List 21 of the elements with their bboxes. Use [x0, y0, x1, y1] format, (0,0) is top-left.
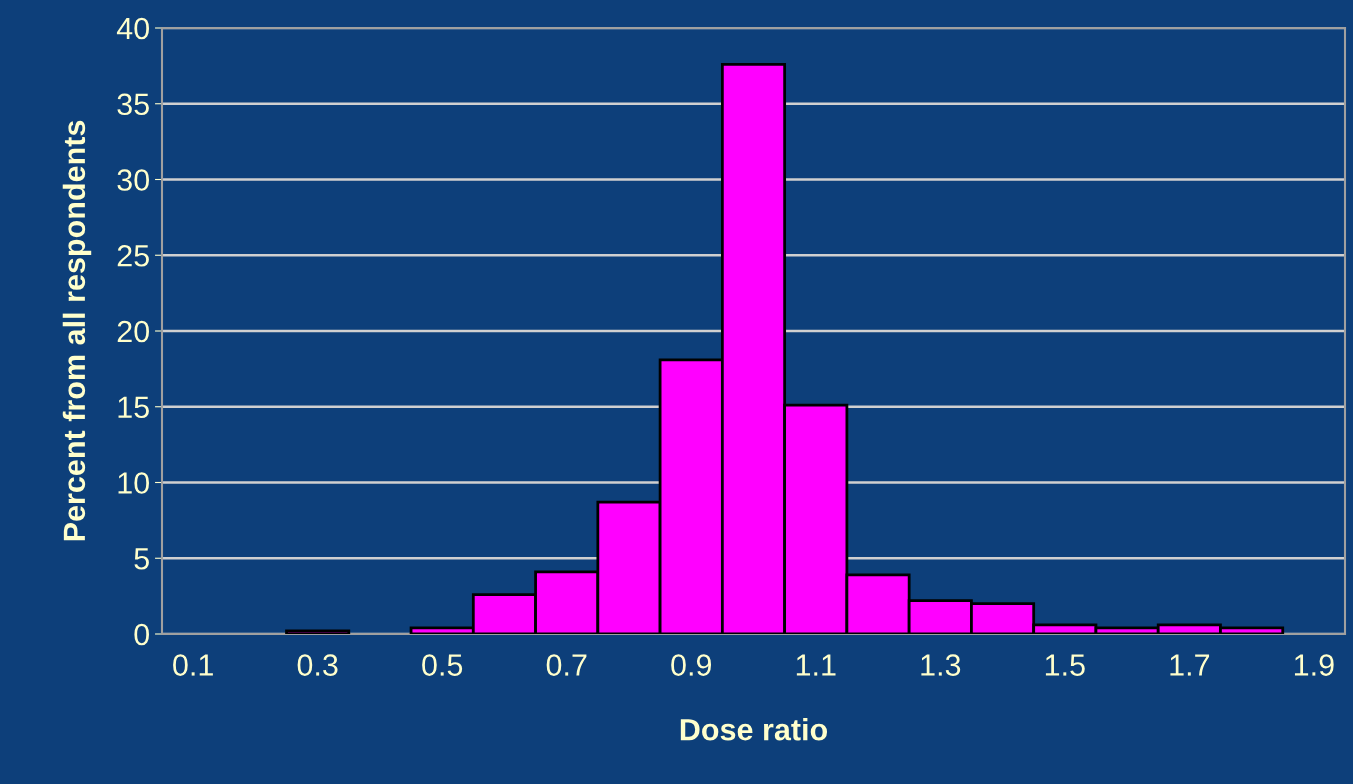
x-tick-label: 0.9 — [671, 654, 712, 676]
x-tick-label: 0.1 — [173, 654, 213, 676]
x-tick-label: 0.5 — [422, 654, 463, 676]
y-tick-label: 35 — [117, 93, 149, 116]
x-tick-label: 1.9 — [1294, 654, 1334, 676]
x-axis-title: Dose ratio — [680, 718, 828, 741]
y-tick-label: 25 — [117, 244, 149, 267]
y-tick-label: 10 — [118, 472, 149, 494]
y-tick-label: 40 — [116, 17, 149, 40]
y-tick-label: 0 — [134, 623, 149, 646]
x-tick-label: 1.3 — [921, 654, 961, 676]
x-tick-label: 0.3 — [297, 654, 338, 676]
y-tick-label: 20 — [117, 320, 149, 343]
x-tick-label: 1.5 — [1045, 654, 1085, 676]
x-tick-label: 1.7 — [1170, 654, 1210, 676]
x-tick-label: 1.1 — [796, 654, 836, 676]
y-tick-label: 15 — [118, 396, 149, 419]
x-tick-label: 0.7 — [546, 654, 587, 676]
y-axis-title: Percent from all respondents — [62, 120, 92, 541]
y-tick-label: 30 — [117, 169, 149, 191]
y-tick-label: 5 — [134, 548, 149, 570]
